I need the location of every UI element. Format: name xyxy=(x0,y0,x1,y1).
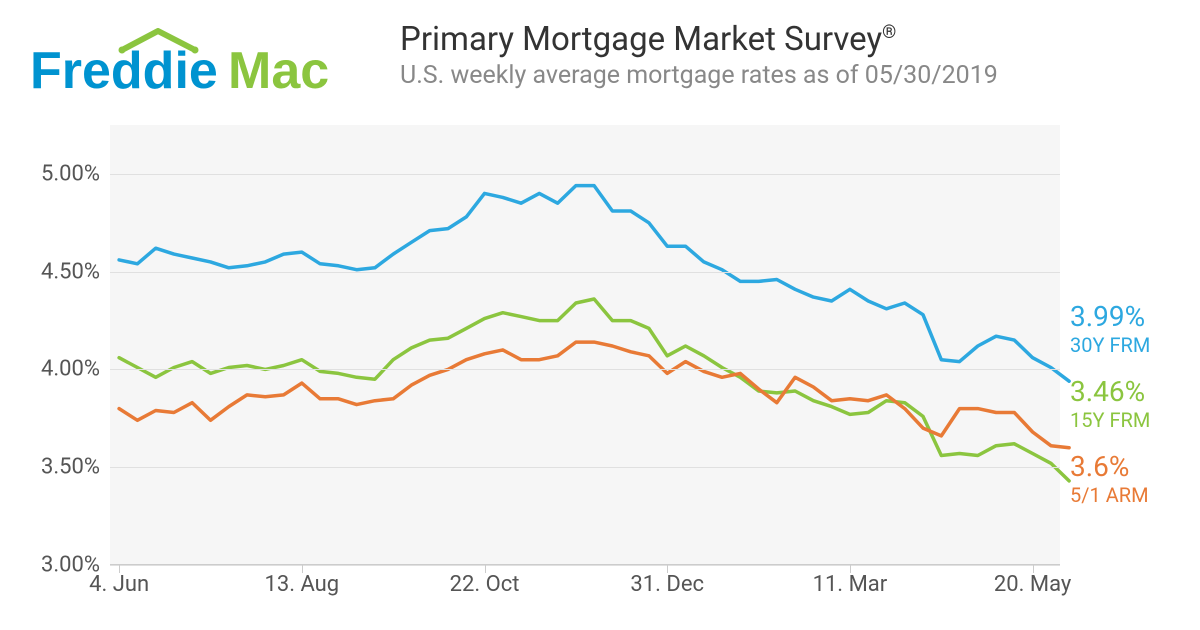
gridline xyxy=(110,467,1060,468)
gridline xyxy=(110,565,1060,566)
x-tick-label: 31. Dec xyxy=(630,572,704,597)
end-series-name: 5/1 ARM xyxy=(1070,483,1149,507)
end-label-15y-frm: 3.46%15Y FRM xyxy=(1070,375,1150,432)
end-series-name: 30Y FRM xyxy=(1070,333,1150,357)
x-tick-label: 13. Aug xyxy=(264,572,339,597)
plot-area xyxy=(110,125,1060,565)
gridline xyxy=(110,174,1060,175)
x-tick-label: 22. Oct xyxy=(450,572,520,597)
series-line-5-1-arm xyxy=(119,342,1069,448)
x-tick-label: 20. May xyxy=(994,572,1071,597)
chart-title: Primary Mortgage Market Survey® xyxy=(400,20,1170,59)
end-value: 3.46% xyxy=(1070,375,1150,408)
y-tick-label: 4.50% xyxy=(10,259,100,284)
header: Freddie Mac Primary Mortgage Market Surv… xyxy=(0,0,1200,112)
x-tick-label: 4. Jun xyxy=(89,572,149,597)
end-label-30y-frm: 3.99%30Y FRM xyxy=(1070,300,1150,357)
y-tick-label: 4.00% xyxy=(10,357,100,382)
freddie-mac-logo: Freddie Mac xyxy=(30,28,370,102)
y-tick-label: 3.00% xyxy=(10,553,100,578)
logo-freddie-text: Freddie xyxy=(30,42,218,98)
x-tick-label: 11. Mar xyxy=(813,572,888,597)
chart-subtitle: U.S. weekly average mortgage rates as of… xyxy=(400,61,1170,90)
end-value: 3.6% xyxy=(1070,450,1149,483)
y-tick-label: 5.00% xyxy=(10,161,100,186)
gridline xyxy=(110,272,1060,273)
end-value: 3.99% xyxy=(1070,300,1150,333)
end-label-5-1-arm: 3.6%5/1 ARM xyxy=(1070,450,1149,507)
gridline xyxy=(110,369,1060,370)
y-tick-label: 3.50% xyxy=(10,455,100,480)
lines-svg xyxy=(110,125,1060,564)
chart: 3.00% 3.50% 4.00% 4.50% 5.00% 4. Jun 13. Aug 2… xyxy=(0,115,1200,605)
title-block: Primary Mortgage Market Survey® U.S. wee… xyxy=(400,20,1170,90)
end-series-name: 15Y FRM xyxy=(1070,408,1150,432)
logo-mac-text: Mac xyxy=(228,42,329,98)
series-line-30y-frm xyxy=(119,186,1069,382)
